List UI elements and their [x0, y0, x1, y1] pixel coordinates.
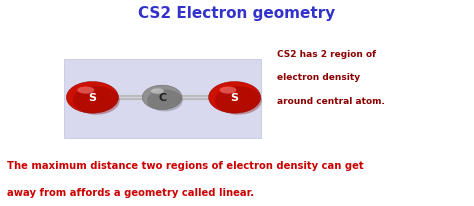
- Ellipse shape: [219, 87, 237, 94]
- Ellipse shape: [66, 82, 118, 114]
- Text: away from affords a geometry called linear.: away from affords a geometry called line…: [7, 187, 254, 197]
- Text: S: S: [89, 93, 96, 103]
- Text: C: C: [158, 93, 166, 103]
- Ellipse shape: [147, 90, 183, 112]
- Text: CS2 has 2 region of: CS2 has 2 region of: [277, 49, 376, 58]
- Ellipse shape: [151, 89, 164, 94]
- Ellipse shape: [209, 82, 261, 114]
- Ellipse shape: [215, 87, 262, 115]
- Ellipse shape: [142, 86, 182, 110]
- Text: The maximum distance two regions of electron density can get: The maximum distance two regions of elec…: [7, 161, 364, 171]
- Text: S: S: [231, 93, 238, 103]
- Ellipse shape: [77, 87, 94, 94]
- Text: CS2 Electron geometry: CS2 Electron geometry: [138, 6, 336, 21]
- FancyBboxPatch shape: [64, 60, 261, 138]
- Ellipse shape: [73, 87, 119, 115]
- Text: around central atom.: around central atom.: [277, 97, 385, 106]
- Text: electron density: electron density: [277, 73, 360, 82]
